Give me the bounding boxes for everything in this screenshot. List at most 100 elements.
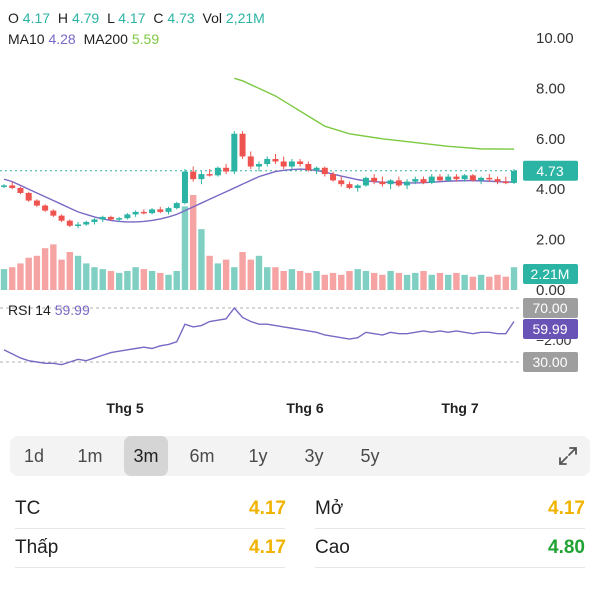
volume-bar bbox=[206, 255, 213, 290]
rsi-upper-badge-bg bbox=[523, 298, 578, 318]
expand-icon[interactable] bbox=[558, 446, 578, 466]
time-tick-label: Thg 6 bbox=[286, 400, 324, 416]
volume-value: 2,21M bbox=[225, 10, 265, 26]
volume-bar bbox=[198, 229, 205, 290]
volume-bar bbox=[140, 269, 148, 290]
rsi-upper-badge: 70.00 bbox=[523, 298, 578, 318]
timeframe-1d[interactable]: 1d bbox=[23, 446, 45, 466]
ma-row: MA10 4.28 MA200 5.59 bbox=[8, 29, 269, 50]
tc-value: 4.17 bbox=[249, 498, 286, 519]
price-tick-label: 6.00 bbox=[536, 131, 565, 148]
candle-body bbox=[157, 209, 164, 212]
volume-bar bbox=[305, 272, 312, 290]
time-tick-label: Thg 5 bbox=[106, 400, 144, 416]
candle-body bbox=[461, 175, 468, 180]
candle-body bbox=[1, 185, 7, 187]
candle-body bbox=[445, 176, 452, 181]
close-value: 4.73 bbox=[167, 10, 195, 26]
rsi-upper-badge-text: 70.00 bbox=[532, 300, 567, 316]
ma200-path bbox=[234, 77, 515, 150]
price-tick-label: 0.00 bbox=[536, 282, 565, 299]
price-badge: 4.73 bbox=[523, 160, 578, 181]
volume-bar bbox=[17, 263, 24, 290]
candle-body bbox=[9, 185, 16, 188]
volume-badge: 2.21M bbox=[523, 264, 578, 284]
rsi-lower-badge-bg bbox=[523, 352, 578, 372]
candle-body bbox=[256, 164, 262, 167]
candle-body bbox=[330, 174, 337, 181]
timeframe-3m[interactable]: 3m bbox=[124, 436, 168, 476]
candle-body bbox=[354, 185, 361, 188]
volume-bar bbox=[272, 267, 279, 290]
price-tick-label: 4.00 bbox=[536, 181, 565, 198]
candle-body bbox=[181, 171, 188, 204]
candle-body bbox=[198, 174, 205, 180]
divider bbox=[315, 567, 585, 568]
volume-bar bbox=[41, 248, 49, 290]
candle-body bbox=[42, 205, 49, 211]
candle-body bbox=[66, 220, 73, 226]
volume-bar bbox=[189, 195, 197, 290]
volume-bar bbox=[469, 276, 477, 290]
ma200-value: 5.59 bbox=[131, 31, 160, 47]
volume-bar bbox=[453, 272, 460, 290]
timeframe-6m[interactable]: 6m bbox=[189, 446, 215, 466]
rsi-value: 59.99 bbox=[54, 302, 90, 318]
volume-label: Vol bbox=[202, 10, 223, 26]
volume-bar bbox=[379, 274, 386, 290]
volume-bar bbox=[107, 271, 115, 290]
price-tick-label: 8.00 bbox=[536, 80, 565, 97]
candle-body bbox=[404, 181, 411, 186]
price-badge-text: 4.73 bbox=[536, 163, 563, 179]
candle-body bbox=[223, 167, 230, 172]
volume-bar bbox=[91, 267, 98, 290]
candle-body bbox=[395, 180, 402, 186]
candle-body bbox=[149, 209, 156, 214]
stock-chart[interactable]: 10.008.006.004.002.000.00−2.00 Thg 5 Thg … bbox=[0, 0, 600, 420]
volume-bar bbox=[387, 271, 394, 290]
close-label: C bbox=[153, 10, 164, 26]
ohlc-row: O 4.17 H 4.79 L 4.17 C 4.73 Vol 2,21M bbox=[8, 8, 269, 29]
candle-body bbox=[132, 211, 139, 215]
volume-bar bbox=[66, 252, 74, 290]
candle-body bbox=[412, 179, 419, 182]
volume-bar bbox=[313, 271, 320, 290]
divider bbox=[15, 567, 285, 568]
candle-body bbox=[124, 214, 131, 219]
volume-bar bbox=[239, 252, 246, 290]
candle-body bbox=[190, 171, 197, 180]
candle-body bbox=[107, 216, 114, 220]
volume-bar bbox=[412, 272, 419, 290]
candle-body bbox=[305, 164, 312, 171]
volume-bar bbox=[33, 255, 41, 290]
rsi-path bbox=[3, 306, 515, 366]
volume-bar bbox=[83, 263, 90, 290]
candle-body bbox=[239, 133, 246, 157]
timeframe-1y[interactable]: 1y bbox=[248, 446, 268, 466]
volume-bar bbox=[25, 257, 32, 290]
timeframe-1m[interactable]: 1m bbox=[77, 446, 103, 466]
tc-label: TC bbox=[15, 498, 41, 519]
volume-badge-text: 2.21M bbox=[531, 266, 570, 282]
volume-bar bbox=[148, 271, 156, 290]
candle-body bbox=[511, 170, 517, 183]
volume-bar bbox=[99, 269, 106, 290]
rsi-lower-badge-text: 30.00 bbox=[532, 354, 567, 370]
volume-bar bbox=[132, 267, 139, 290]
volume-bar bbox=[124, 271, 131, 290]
ma200-label: MA200 bbox=[83, 31, 128, 47]
candle-body bbox=[436, 176, 443, 181]
volume-bar bbox=[346, 271, 353, 290]
price-tick-label: 2.00 bbox=[536, 232, 565, 249]
volume-bar bbox=[280, 271, 287, 290]
rsi-label: RSI 14 bbox=[8, 302, 51, 318]
timeframe-3y[interactable]: 3y bbox=[304, 446, 324, 466]
ohlc-legend: O 4.17 H 4.79 L 4.17 C 4.73 Vol 2,21M MA… bbox=[8, 8, 269, 50]
candle-body bbox=[313, 167, 320, 171]
volume-bar bbox=[288, 269, 296, 290]
volume-bar bbox=[0, 269, 8, 290]
candle-body bbox=[288, 161, 295, 167]
candle-body bbox=[379, 181, 386, 185]
timeframe-5y[interactable]: 5y bbox=[360, 446, 380, 466]
price-tick-label: 10.00 bbox=[536, 30, 574, 47]
